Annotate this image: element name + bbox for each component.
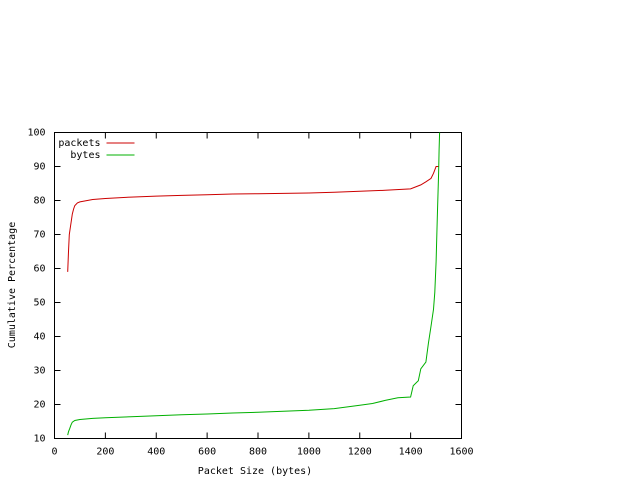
data-line [67, 166, 439, 272]
y-tick-label: 70 [33, 230, 45, 241]
x-axis-label: Packet Size (bytes) [198, 466, 312, 477]
legend-label: bytes [70, 150, 100, 161]
y-tick-label: 30 [33, 366, 45, 377]
y-tick-label: 10 [33, 434, 45, 445]
x-tick-label: 1000 [297, 447, 321, 458]
y-tick-label: 100 [27, 128, 45, 139]
y-tick-label: 40 [33, 332, 45, 343]
y-tick-label: 60 [33, 264, 45, 275]
x-tick-label: 400 [147, 447, 165, 458]
y-axis-label: Cumulative Percentage [7, 222, 18, 348]
y-tick-label: 90 [33, 162, 45, 173]
data-line [67, 132, 441, 436]
y-tick-label: 20 [33, 400, 45, 411]
x-tick-label: 1600 [449, 447, 473, 458]
y-tick-label: 50 [33, 298, 45, 309]
x-tick-label: 1400 [399, 447, 423, 458]
x-tick-label: 200 [96, 447, 114, 458]
legend-label: packets [58, 138, 100, 149]
x-tick-label: 600 [198, 447, 216, 458]
x-tick-label: 1200 [348, 447, 372, 458]
x-tick-label: 0 [51, 447, 57, 458]
y-tick-label: 80 [33, 196, 45, 207]
plot-frame [54, 132, 462, 439]
x-tick-label: 800 [249, 447, 267, 458]
